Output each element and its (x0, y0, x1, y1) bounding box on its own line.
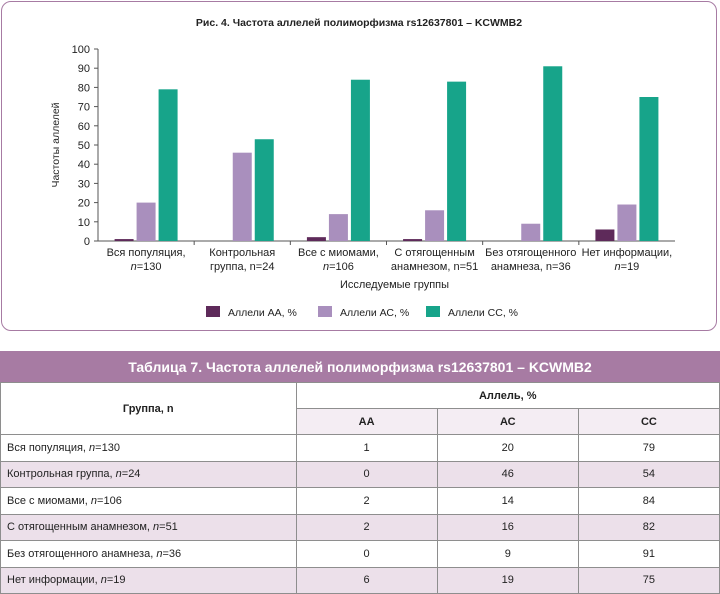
legend-swatch (318, 306, 332, 317)
bar (254, 139, 274, 241)
bar (136, 202, 156, 241)
legend-swatch (206, 306, 220, 317)
cell-cc: 54 (577, 460, 720, 488)
chart-title: Рис. 4. Частота аллелей полиморфизма rs1… (196, 17, 522, 29)
x-tick-label: Все с миомами, (298, 247, 379, 259)
cell-aa: 0 (295, 460, 438, 488)
bar (306, 237, 326, 241)
header-group: Группа, n (0, 382, 297, 435)
cell-cc: 82 (577, 513, 720, 541)
header-aa: АА (295, 408, 438, 435)
row-group: Нет информации, n=19 (0, 566, 297, 594)
y-tick-label: 80 (78, 82, 90, 94)
x-tick-label: Без отягощенного (485, 247, 576, 259)
x-tick-label: n=106 (323, 261, 354, 273)
y-tick-label: 70 (78, 102, 90, 114)
allele-table: Группа, n Аллель, % АА АС СС Вся популяц… (0, 382, 720, 594)
cell-aa: 2 (295, 513, 438, 541)
x-tick-label: Вся популяция, (107, 247, 186, 259)
y-tick-label: 40 (78, 159, 90, 171)
cell-aa: 0 (295, 540, 438, 568)
bar (543, 66, 563, 241)
table-row: С отягощенным анамнезом, n=51 2 16 82 (0, 513, 720, 541)
bar (425, 210, 445, 241)
bar (350, 79, 370, 241)
bar (447, 81, 467, 241)
bar (232, 152, 252, 241)
row-group: Все с миомами, n=106 (0, 487, 297, 515)
cell-cc: 84 (577, 487, 720, 515)
bar-chart: Рис. 4. Частота аллелей полиморфизма rs1… (50, 17, 675, 319)
y-tick-label: 90 (78, 63, 90, 75)
x-tick-label: анамнеза, n=36 (491, 261, 571, 273)
x-tick-label: Нет информации, (582, 247, 673, 259)
figure-panel: Рис. 4. Частота аллелей полиморфизма rs1… (1, 1, 717, 331)
header-ac: АС (436, 408, 579, 435)
row-group: Вся популяция, n=130 (0, 434, 297, 462)
cell-ac: 46 (436, 460, 579, 488)
row-group: С отягощенным анамнезом, n=51 (0, 513, 297, 541)
table-row: Нет информации, n=19 6 19 75 (0, 566, 720, 594)
row-group: Без отягощенного анамнеза, n=36 (0, 540, 297, 568)
table-row: Контрольная группа, n=24 0 46 54 (0, 460, 720, 488)
cell-cc: 75 (577, 566, 720, 594)
x-tick-label: группа, n=24 (210, 261, 274, 273)
x-tick-label: n=19 (615, 261, 640, 273)
row-group: Контрольная группа, n=24 (0, 460, 297, 488)
legend-label: Аллели АА, % (228, 307, 297, 319)
cell-ac: 9 (436, 540, 579, 568)
bar (617, 204, 637, 241)
cell-cc: 91 (577, 540, 720, 568)
x-tick-label: С отягощенным (394, 247, 474, 259)
header-allele: Аллель, % (295, 382, 720, 409)
cell-ac: 20 (436, 434, 579, 462)
legend-label: Аллели АС, % (340, 307, 409, 319)
bar (403, 239, 423, 241)
cell-aa: 2 (295, 487, 438, 515)
table-row: Все с миомами, n=106 2 14 84 (0, 487, 720, 515)
cell-ac: 19 (436, 566, 579, 594)
legend-swatch (426, 306, 440, 317)
y-tick-label: 100 (72, 44, 90, 56)
x-tick-label: n=130 (131, 261, 162, 273)
cell-ac: 16 (436, 513, 579, 541)
x-tick-label: Контрольная (209, 247, 275, 259)
cell-aa: 1 (295, 434, 438, 462)
cell-aa: 6 (295, 566, 438, 594)
x-tick-label: анамнезом, n=51 (391, 261, 478, 273)
bar (158, 89, 178, 241)
y-tick-label: 60 (78, 121, 90, 133)
y-tick-label: 50 (78, 140, 90, 152)
y-tick-label: 10 (78, 217, 90, 229)
bar (114, 239, 134, 241)
header-cc: СС (577, 408, 720, 435)
bar (521, 223, 541, 241)
x-axis-label: Исследуемые группы (340, 279, 449, 291)
y-tick-label: 0 (84, 236, 90, 248)
legend-label: Аллели СС, % (448, 307, 518, 319)
table-row: Вся популяция, n=130 1 20 79 (0, 434, 720, 462)
bar (639, 97, 659, 241)
cell-cc: 79 (577, 434, 720, 462)
y-axis-label: Частоты аллелей (50, 102, 62, 187)
cell-ac: 14 (436, 487, 579, 515)
table-title: Таблица 7. Частота аллелей полиморфизма … (0, 351, 720, 382)
bar (595, 229, 615, 241)
y-tick-label: 30 (78, 178, 90, 190)
y-tick-label: 20 (78, 198, 90, 210)
bar (328, 214, 348, 241)
table-row: Без отягощенного анамнеза, n=36 0 9 91 (0, 540, 720, 568)
